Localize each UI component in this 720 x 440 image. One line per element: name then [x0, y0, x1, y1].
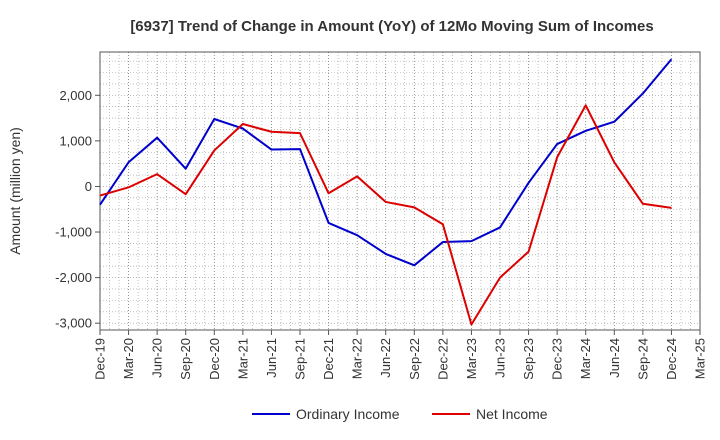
series-line-ordinary-income	[99, 58, 673, 267]
x-tick-label: Mar-20	[121, 338, 136, 379]
series-line-net-income	[99, 104, 672, 326]
x-tick-label: Dec-22	[435, 338, 450, 380]
x-tick-label: Jun-20	[150, 338, 165, 378]
x-tick-label: Dec-19	[93, 338, 108, 380]
x-tick-label: Jun-23	[493, 338, 508, 378]
legend-label: Net Income	[476, 406, 548, 422]
x-tick-label: Mar-21	[235, 338, 250, 379]
x-tick-label: Jun-21	[264, 338, 279, 378]
x-tick-label: Sep-20	[178, 338, 193, 380]
y-tick-label: 0	[85, 179, 92, 194]
y-tick-label: -3,000	[55, 316, 92, 331]
x-tick-label: Dec-23	[550, 338, 565, 380]
x-tick-label: Jun-22	[378, 338, 393, 378]
x-tick-label: Sep-21	[293, 338, 308, 380]
x-tick-label: Dec-20	[207, 338, 222, 380]
x-tick-label: Dec-21	[321, 338, 336, 380]
y-axis-label: Amount (million yen)	[7, 127, 23, 255]
x-tick-label: Jun-24	[607, 338, 622, 378]
plot-border	[99, 51, 701, 331]
chart-title: [6937] Trend of Change in Amount (YoY) o…	[130, 18, 653, 35]
x-tick-label: Mar-23	[464, 338, 479, 379]
y-tick-label: -1,000	[55, 225, 92, 240]
plot-area: -3,000 -2,000 -1,000 0 1,000 2,000 Dec-19 Mar-2…	[55, 51, 708, 380]
y-tick-label: 2,000	[59, 88, 92, 103]
y-tick-label: 1,000	[59, 133, 92, 148]
x-tick-label: Sep-22	[407, 338, 422, 380]
x-tick-label: Mar-22	[350, 338, 365, 379]
x-tick-label: Sep-24	[635, 338, 650, 380]
x-tick-label: Mar-24	[578, 338, 593, 379]
x-tick-label: Dec-24	[664, 338, 679, 380]
x-tick-label: Sep-23	[521, 338, 536, 380]
x-tick-label: Mar-25	[693, 338, 708, 379]
legend: Ordinary Income Net Income	[252, 406, 548, 422]
legend-label: Ordinary Income	[296, 406, 400, 422]
y-tick-label: -2,000	[55, 270, 92, 285]
